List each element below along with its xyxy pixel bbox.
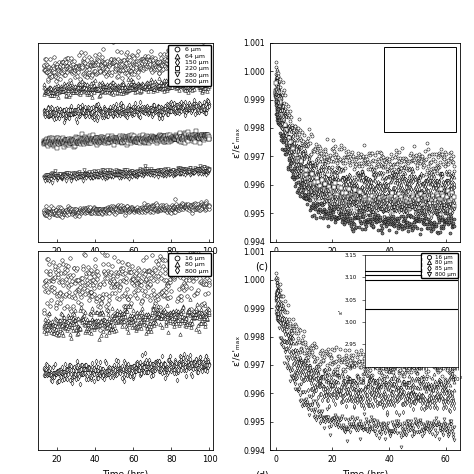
X-axis label: Time (hrs): Time (hrs) [102,470,149,474]
X-axis label: Time (hrs): Time (hrs) [342,470,388,474]
X-axis label: Time (hrs): Time (hrs) [342,261,388,270]
Y-axis label: ε'/ε'ₘₐₓ: ε'/ε'ₘₐₓ [232,335,241,366]
Bar [384,46,456,132]
Text: (d): (d) [255,470,269,474]
X-axis label: Time (hrs): Time (hrs) [102,261,149,270]
Legend: 16 μm, 80 μm, 85 μm, 800 μm: 16 μm, 80 μm, 85 μm, 800 μm [421,253,458,278]
Legend: 16 μm, 80 μm, 800 μm: 16 μm, 80 μm, 800 μm [168,253,211,276]
Legend: 6 μm, 64 μm, 150 μm, 220 μm, 280 μm, 800 μm: 6 μm, 64 μm, 150 μm, 220 μm, 280 μm, 800… [168,45,211,86]
Text: (c): (c) [255,262,268,272]
Y-axis label: ε'/ε'ₘₐₓ: ε'/ε'ₘₐₓ [232,127,241,158]
